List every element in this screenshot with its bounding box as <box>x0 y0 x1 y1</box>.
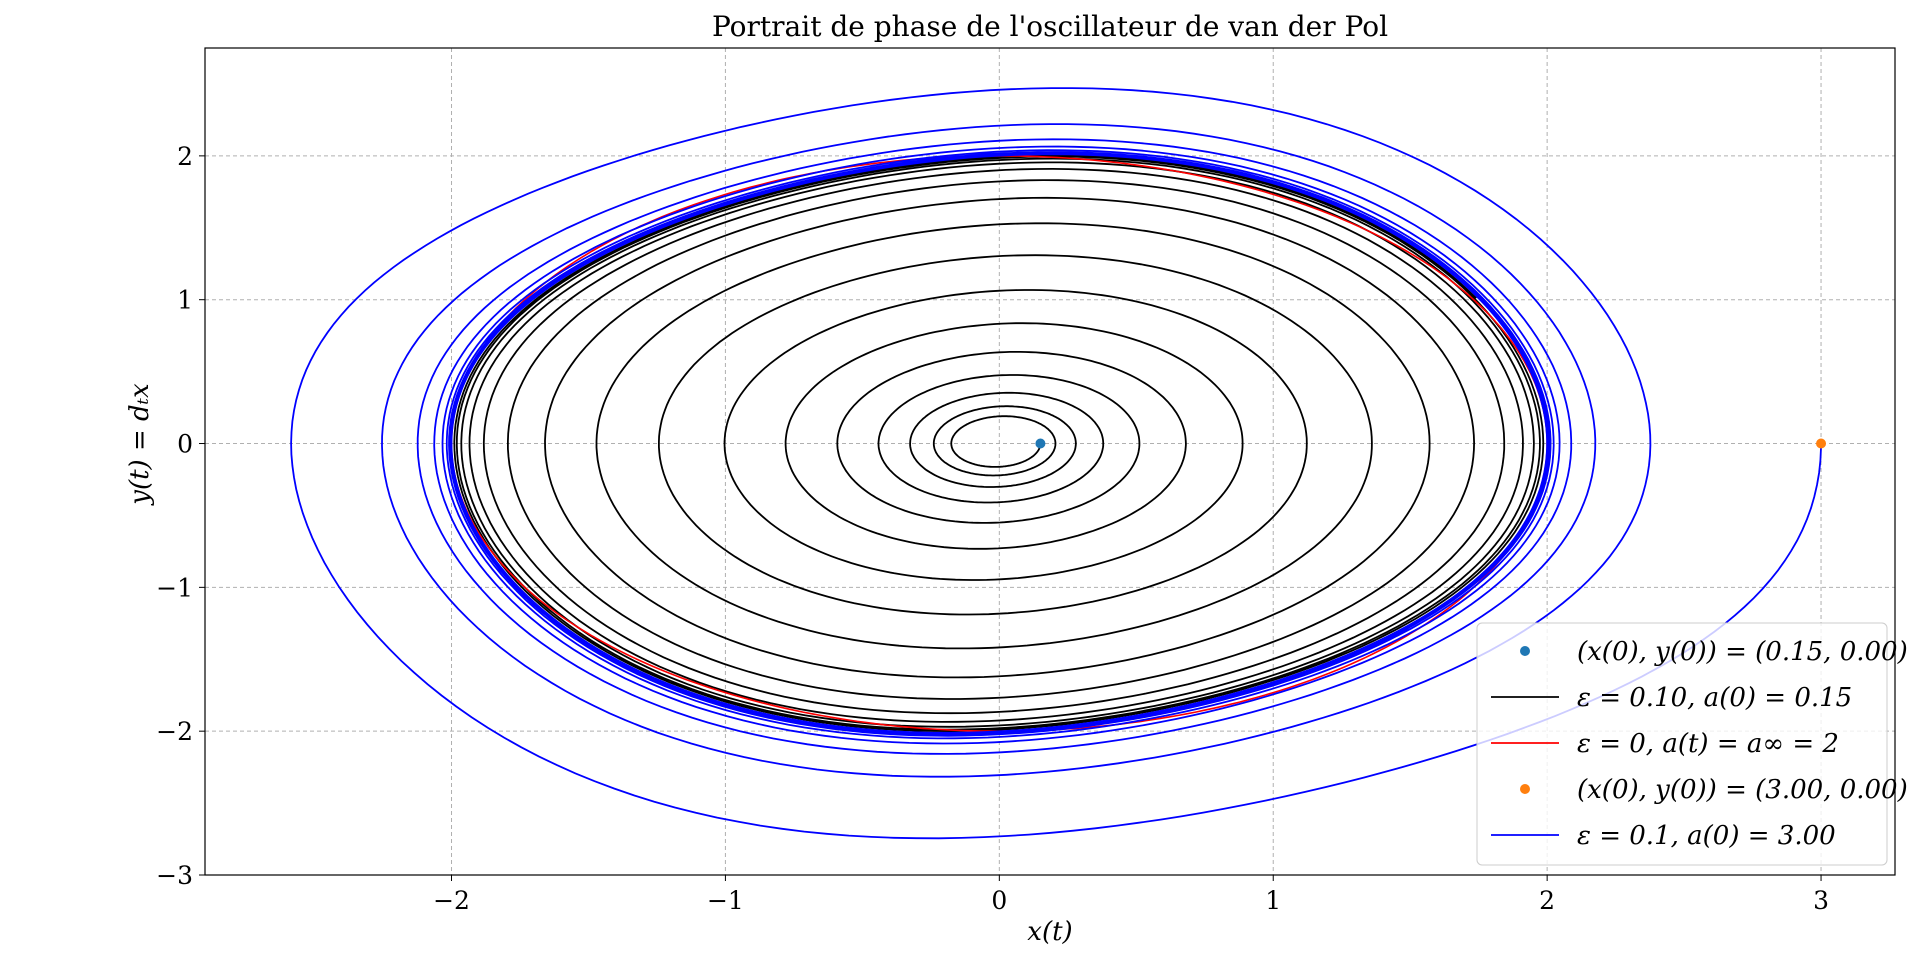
y-tick-label: 1 <box>177 286 193 315</box>
y-axis-label: y(t) = dₜx <box>125 383 155 506</box>
series-3-point <box>1816 438 1827 449</box>
legend-label: ε = 0.10, a(0) = 0.15 <box>1577 683 1852 713</box>
series-1-line <box>453 154 1545 733</box>
legend-label: ε = 0, a(t) = a∞ = 2 <box>1577 729 1839 759</box>
ticks: −2 −1 0 1 2 3 −3 −2 −1 0 1 2 <box>156 142 1829 915</box>
x-tick-label: 2 <box>1539 886 1555 915</box>
series-0-point <box>1035 438 1046 449</box>
legend-label: (x(0), y(0)) = (3.00, 0.00) <box>1577 775 1908 805</box>
legend: (x(0), y(0)) = (0.15, 0.00) ε = 0.10, a(0… <box>1476 622 1908 866</box>
plot-series <box>290 87 1827 840</box>
legend-box <box>1476 622 1888 866</box>
legend-label: ε = 0.1, a(0) = 3.00 <box>1577 821 1836 851</box>
legend-label: (x(0), y(0)) = (0.15, 0.00) <box>1577 637 1908 667</box>
y-tick-label: −1 <box>156 573 193 602</box>
chart-title: Portrait de phase de l'oscillateur de va… <box>712 10 1388 43</box>
series-4-line <box>290 87 1822 840</box>
axes-frame <box>204 47 1896 876</box>
legend-marker <box>1520 646 1530 656</box>
y-tick-label: 2 <box>177 142 193 171</box>
x-tick-label: 1 <box>1265 886 1281 915</box>
legend-marker <box>1520 784 1530 794</box>
y-tick-label: −3 <box>156 861 193 890</box>
x-tick-label: −2 <box>433 886 470 915</box>
y-tick-label: 0 <box>177 430 193 459</box>
x-tick-label: 3 <box>1813 886 1829 915</box>
x-axis-label: x(t) <box>1027 917 1072 947</box>
x-tick-label: 0 <box>991 886 1007 915</box>
x-tick-label: −1 <box>707 886 744 915</box>
y-tick-label: −2 <box>156 717 193 746</box>
